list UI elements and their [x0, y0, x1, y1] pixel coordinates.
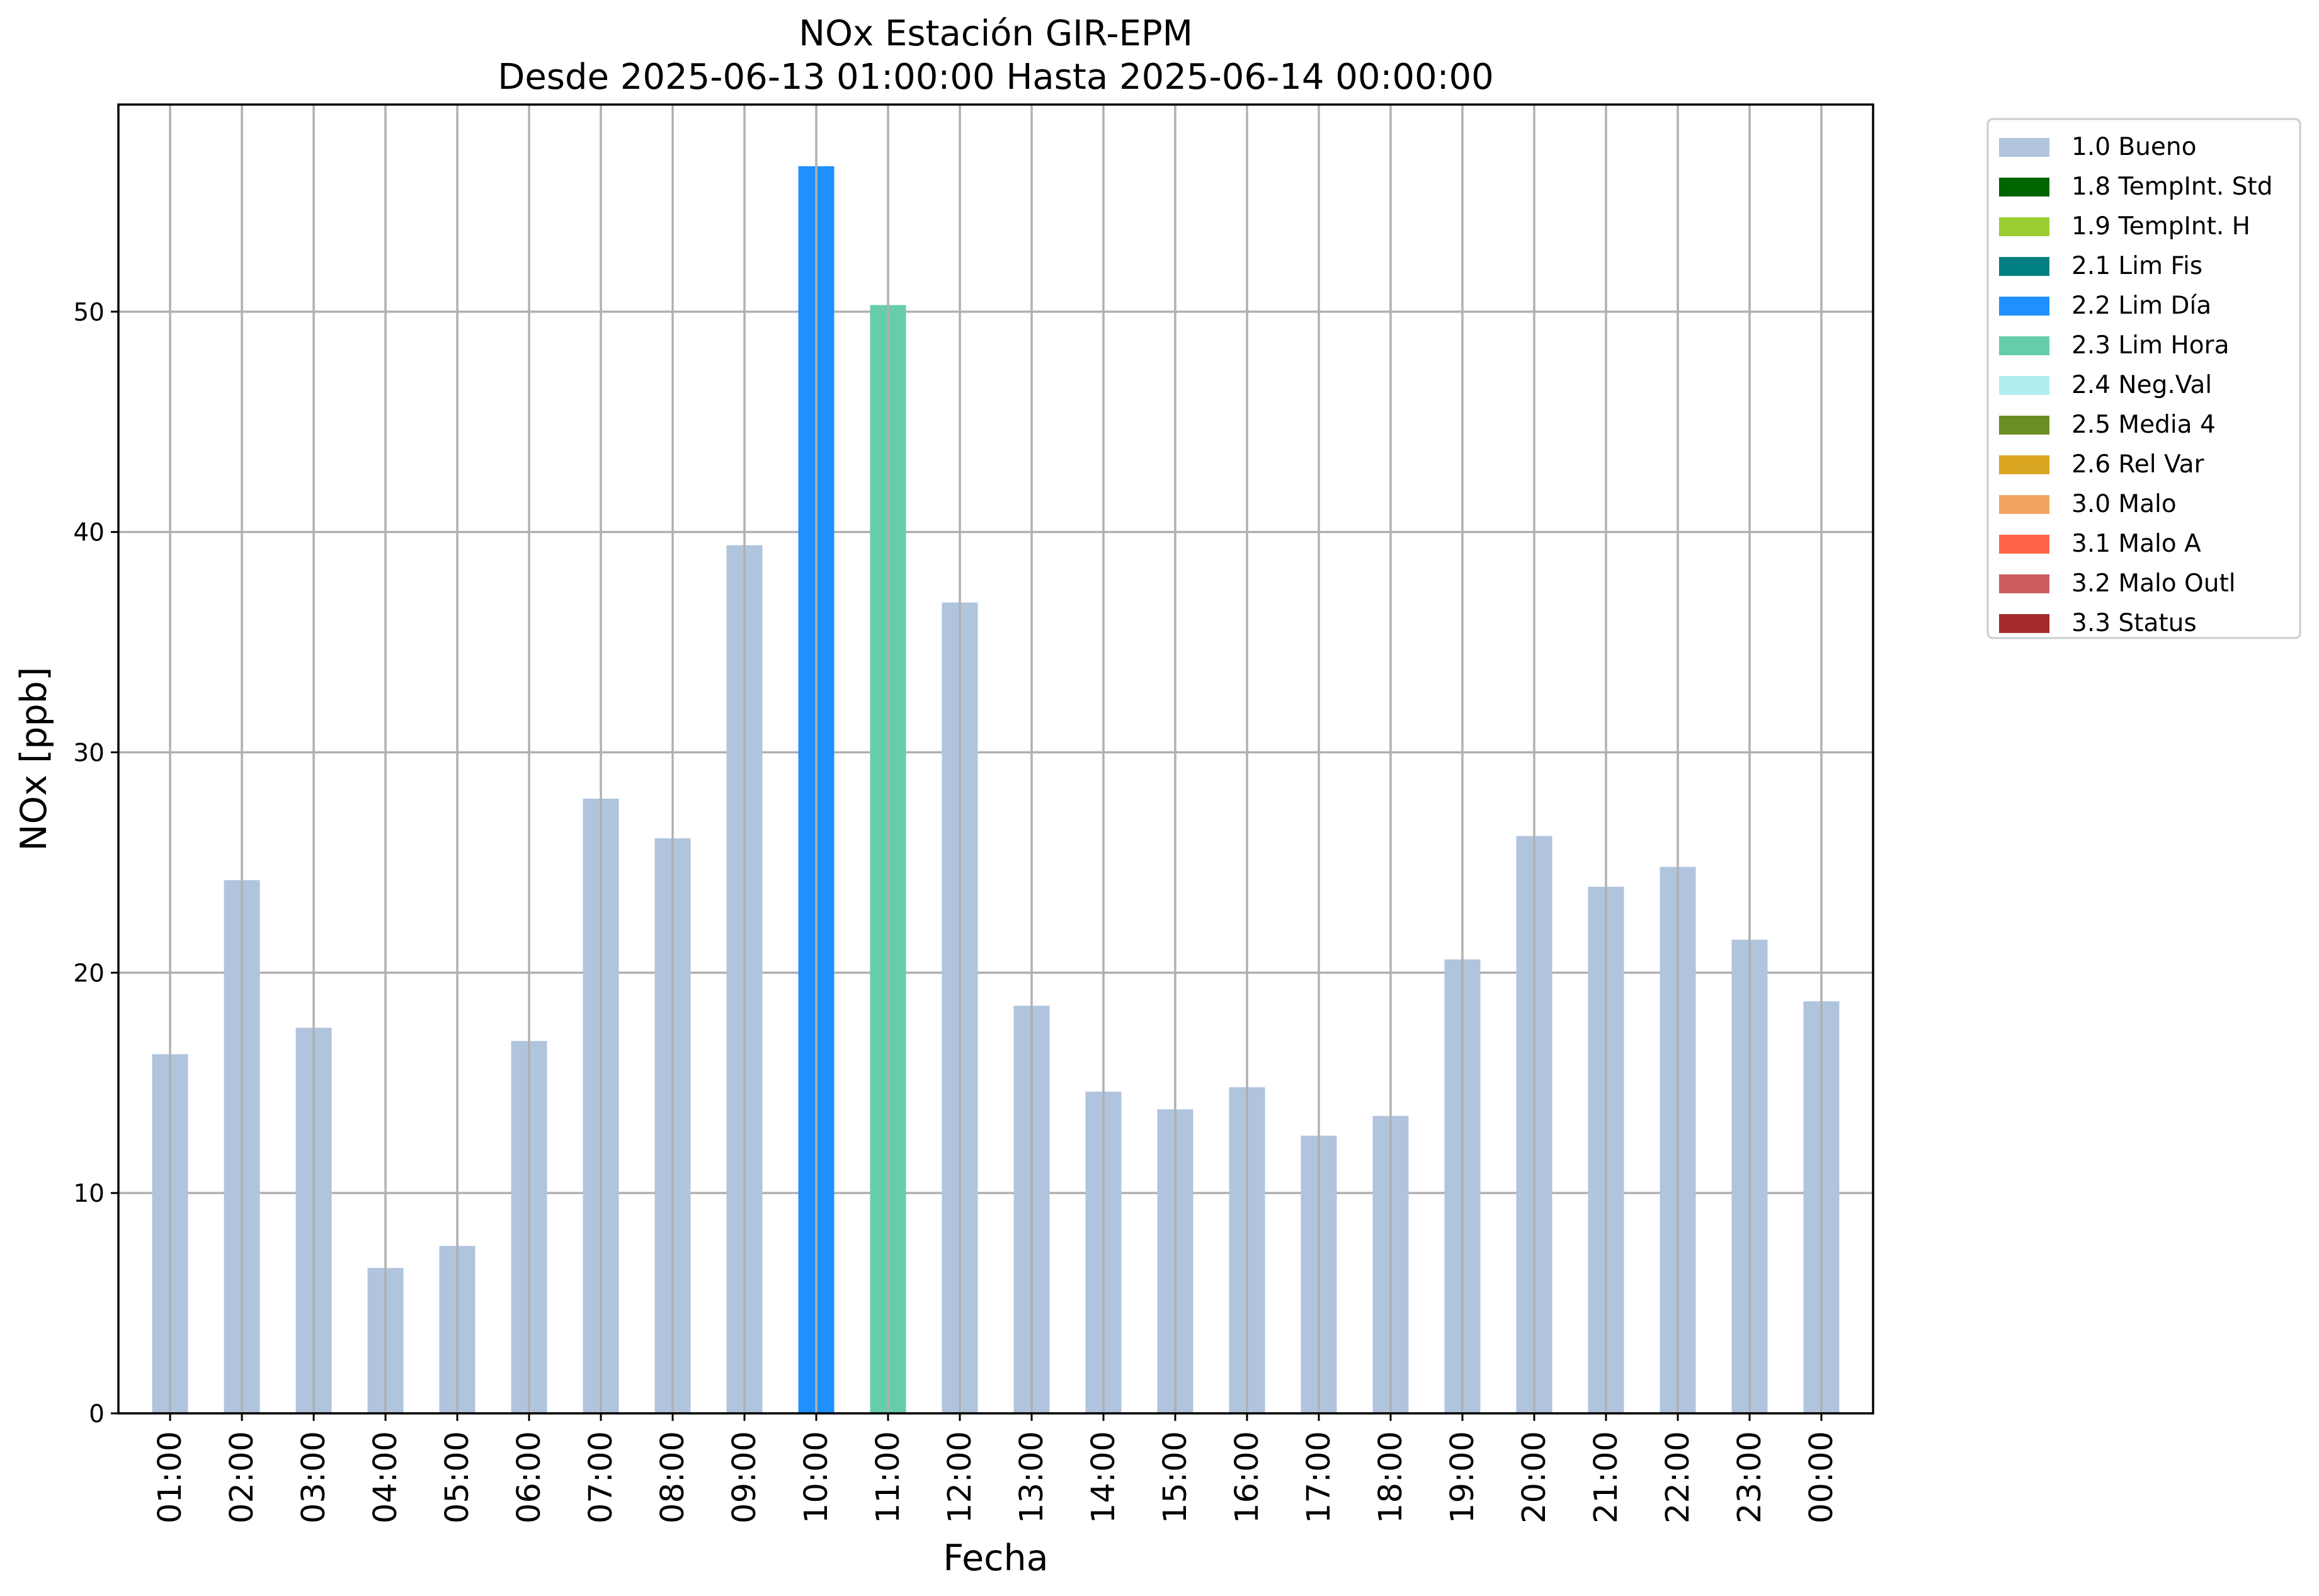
- y-axis-ticks: 0 10 20 30 40 50: [73, 299, 118, 1428]
- x-tick-label: 11:00: [870, 1431, 907, 1524]
- x-tick-label: 22:00: [1660, 1431, 1697, 1524]
- legend-entry: 2.1 Lim Fis: [1999, 252, 2202, 280]
- y-axis-label: NOx [ppb]: [13, 667, 55, 851]
- y-tick-label: 0: [89, 1400, 105, 1428]
- legend-entry: 1.0 Bueno: [1999, 133, 2196, 161]
- x-tick-label: 15:00: [1157, 1431, 1194, 1524]
- legend-entry: 1.8 TempInt. Std: [1999, 173, 2272, 201]
- x-tick-label: 00:00: [1803, 1431, 1840, 1524]
- legend-entry: 2.3 Lim Hora: [1999, 331, 2230, 360]
- y-tick-label: 50: [73, 299, 105, 327]
- legend-entry: 1.9 TempInt. H: [1999, 212, 2250, 241]
- x-tick-label: 18:00: [1372, 1431, 1410, 1524]
- legend-swatch: [1999, 574, 2049, 593]
- legend-entry: 2.5 Media 4: [1999, 411, 2216, 439]
- x-tick-label: 17:00: [1301, 1431, 1338, 1524]
- legend-label: 3.2 Malo Outl: [2071, 569, 2236, 598]
- legend-swatch: [1999, 217, 2049, 236]
- x-tick-label: 07:00: [583, 1431, 620, 1524]
- y-tick-label: 10: [73, 1180, 105, 1208]
- legend-label: 2.6 Rel Var: [2071, 450, 2205, 479]
- legend-swatch: [1999, 614, 2049, 633]
- legend-label: 3.3 Status: [2071, 609, 2197, 637]
- x-tick-label: 01:00: [152, 1431, 189, 1524]
- x-tick-label: 12:00: [942, 1431, 979, 1524]
- legend-entry: 3.2 Malo Outl: [1999, 569, 2236, 598]
- legend-swatch: [1999, 535, 2049, 554]
- x-tick-label: 02:00: [224, 1431, 261, 1524]
- y-tick-label: 20: [73, 959, 105, 988]
- x-tick-label: 08:00: [654, 1431, 692, 1524]
- legend-label: 2.5 Media 4: [2071, 411, 2216, 439]
- x-tick-label: 21:00: [1588, 1431, 1625, 1524]
- chart-title: NOx Estación GIR-EPM: [799, 13, 1193, 54]
- legend-swatch: [1999, 495, 2049, 514]
- legend-entry: 3.0 Malo: [1999, 490, 2177, 518]
- legend-label: 1.0 Bueno: [2071, 133, 2196, 161]
- x-tick-label: 06:00: [511, 1431, 548, 1524]
- x-tick-label: 23:00: [1731, 1431, 1769, 1524]
- x-tick-label: 03:00: [295, 1431, 333, 1524]
- legend-entry: 2.6 Rel Var: [1999, 450, 2205, 479]
- legend-items: 1.0 Bueno 1.8 TempInt. Std 1.9 TempInt. H 2…: [1999, 133, 2272, 637]
- legend: 1.0 Bueno 1.8 TempInt. Std 1.9 TempInt. H 2…: [1986, 118, 2301, 639]
- vertical-gridlines: [169, 105, 1823, 1413]
- grid: [118, 311, 1873, 1194]
- x-tick-label: 19:00: [1444, 1431, 1481, 1524]
- legend-swatch: [1999, 257, 2049, 276]
- legend-label: 1.9 TempInt. H: [2071, 212, 2250, 241]
- y-tick-label: 30: [73, 739, 105, 768]
- x-tick-label: 16:00: [1229, 1431, 1266, 1524]
- legend-label: 2.1 Lim Fis: [2071, 252, 2202, 280]
- legend-box: [1986, 118, 2301, 639]
- x-axis-label: Fecha: [943, 1537, 1048, 1579]
- legend-swatch: [1999, 138, 2049, 157]
- legend-swatch: [1999, 178, 2049, 197]
- legend-swatch: [1999, 297, 2049, 316]
- legend-entry: 2.2 Lim Día: [1999, 292, 2211, 320]
- x-tick-label: 04:00: [367, 1431, 404, 1524]
- plot-frame: [117, 103, 1874, 1415]
- legend-label: 2.2 Lim Día: [2071, 292, 2211, 320]
- legend-label: 1.8 TempInt. Std: [2071, 173, 2272, 201]
- chart-subtitle: Desde 2025-06-13 01:00:00 Hasta 2025-06-…: [498, 57, 1494, 98]
- legend-label: 3.1 Malo A: [2071, 530, 2201, 558]
- x-tick-label: 20:00: [1516, 1431, 1553, 1524]
- x-tick-label: 09:00: [726, 1431, 763, 1524]
- x-tick-label: 13:00: [1013, 1431, 1051, 1524]
- x-tick-label: 14:00: [1085, 1431, 1122, 1524]
- legend-swatch: [1999, 416, 2049, 435]
- x-axis-ticks: 01:00 02:00 03:00 04:00 05:00 06:00 07:00 08:00…: [152, 1413, 1840, 1524]
- legend-swatch: [1999, 455, 2049, 474]
- legend-label: 2.4 Neg.Val: [2071, 371, 2212, 399]
- legend-swatch: [1999, 376, 2049, 395]
- y-tick-label: 40: [73, 519, 105, 547]
- x-tick-label: 10:00: [798, 1431, 835, 1524]
- legend-entry: 3.1 Malo A: [1999, 530, 2201, 558]
- x-tick-label: 05:00: [439, 1431, 476, 1524]
- legend-label: 2.3 Lim Hora: [2071, 331, 2230, 360]
- legend-swatch: [1999, 336, 2049, 355]
- legend-label: 3.0 Malo: [2071, 490, 2177, 518]
- legend-entry: 3.3 Status: [1999, 609, 2197, 637]
- legend-entry: 2.4 Neg.Val: [1999, 371, 2212, 399]
